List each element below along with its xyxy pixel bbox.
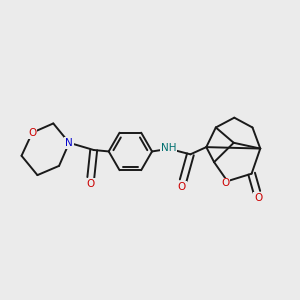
- Text: O: O: [87, 179, 95, 189]
- Text: NH: NH: [161, 143, 176, 153]
- Text: O: O: [178, 182, 186, 192]
- Text: O: O: [221, 178, 229, 188]
- Text: O: O: [254, 193, 262, 203]
- Text: N: N: [65, 138, 73, 148]
- Text: O: O: [28, 128, 36, 138]
